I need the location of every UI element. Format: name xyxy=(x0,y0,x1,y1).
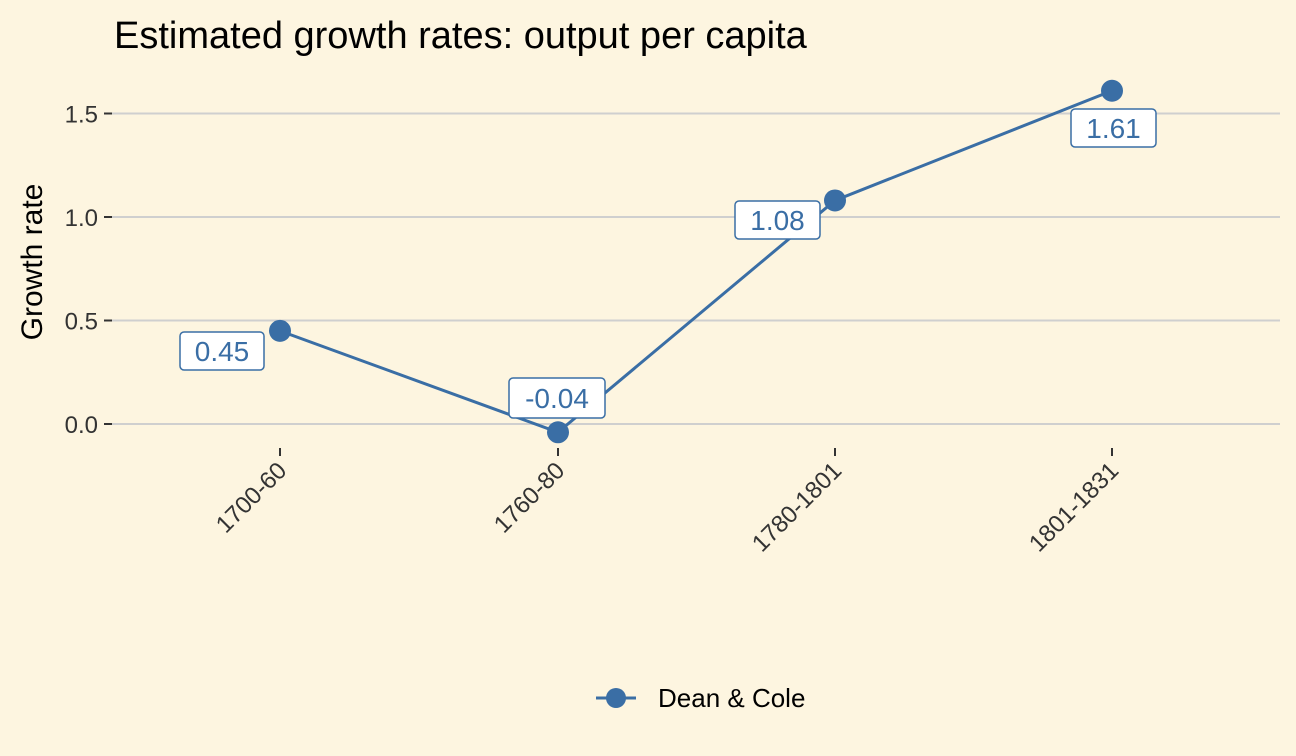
data-point xyxy=(824,189,846,212)
data-label: 1.61 xyxy=(1070,108,1157,148)
legend-marker xyxy=(606,688,626,708)
data-labels: 0.45 -0.04 1.08 1.61 xyxy=(179,108,1157,419)
series-line xyxy=(279,89,1113,434)
y-axis-label: Growth rate xyxy=(16,184,49,341)
gridlines xyxy=(112,112,1280,425)
data-label-box xyxy=(1070,108,1157,148)
y-tick-label: 0.5 xyxy=(65,309,98,336)
data-label-text: -0.04 xyxy=(525,383,589,414)
data-point xyxy=(547,421,569,444)
data-label-text: 1.08 xyxy=(750,205,805,236)
data-label-box xyxy=(734,200,821,240)
y-tick-label: 1.0 xyxy=(65,205,98,232)
data-label-box xyxy=(179,331,265,371)
y-axis: 0.0 0.5 1.0 1.5 xyxy=(65,102,112,439)
data-label-box xyxy=(508,377,606,419)
data-point xyxy=(269,319,291,342)
y-tick-label: 0.0 xyxy=(65,412,98,439)
chart-title: Estimated growth rates: output per capit… xyxy=(114,15,808,57)
legend: Dean & Cole xyxy=(596,683,805,713)
data-point xyxy=(1101,79,1123,102)
data-label-text: 0.45 xyxy=(195,336,250,367)
x-tick-label: 1801-1831 xyxy=(1024,457,1124,557)
data-label: 1.08 xyxy=(734,200,821,240)
y-tick-label: 1.5 xyxy=(65,102,98,129)
x-tick-label: 1760-80 xyxy=(489,457,570,538)
legend-label: Dean & Cole xyxy=(658,683,805,713)
x-axis: 1700-60 1760-80 1780-1801 1801-1831 xyxy=(211,448,1124,557)
data-label: -0.04 xyxy=(508,377,606,419)
x-tick-label: 1780-1801 xyxy=(747,457,847,557)
series-layer xyxy=(269,79,1123,444)
data-label-text: 1.61 xyxy=(1086,113,1141,144)
data-label: 0.45 xyxy=(179,331,265,371)
x-tick-label: 1700-60 xyxy=(211,457,292,538)
